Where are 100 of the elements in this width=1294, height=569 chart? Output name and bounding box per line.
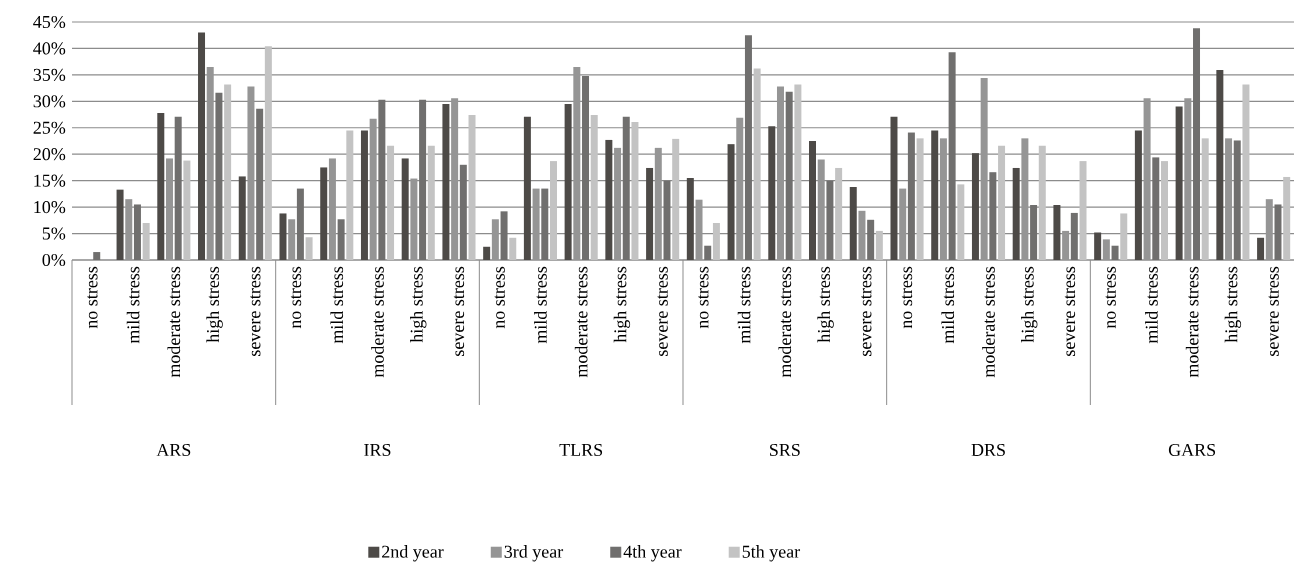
bar [971, 153, 979, 260]
bar [646, 167, 654, 260]
bar [264, 46, 272, 260]
x-tick-label: severe stress [1268, 266, 1279, 356]
x-tick-label: mild stress [737, 266, 751, 344]
bar [998, 145, 1006, 260]
bar [622, 116, 630, 260]
bar [198, 32, 206, 260]
bar [500, 211, 508, 260]
y-tick-label: 25% [33, 121, 66, 134]
bar [1152, 157, 1160, 260]
y-tick-label: 40% [33, 42, 66, 55]
y-tick-label: 20% [33, 148, 66, 161]
x-tick-label: high stress [1021, 266, 1038, 343]
bar [916, 138, 924, 260]
bar [672, 138, 680, 260]
bar [157, 112, 165, 260]
x-tick-label: no stress [698, 266, 709, 329]
bar [1070, 212, 1078, 260]
bar [1201, 138, 1209, 260]
bar [744, 35, 752, 260]
bar [1233, 140, 1241, 260]
bar [631, 121, 639, 260]
x-tick-label: no stress [1105, 266, 1116, 329]
bar [809, 140, 817, 260]
bar [867, 219, 875, 260]
bar [564, 103, 572, 260]
x-tick-label: mild stress [330, 266, 344, 344]
bar [238, 176, 246, 260]
bar [663, 180, 671, 260]
bar [686, 178, 694, 260]
x-tick-label: severe stress [657, 266, 668, 356]
bar [1030, 204, 1038, 260]
bar [582, 75, 590, 260]
legend-label: 2nd year [382, 545, 444, 562]
bar [401, 158, 409, 260]
bar [468, 115, 476, 260]
x-tick-label: moderate stress [371, 266, 384, 378]
text: TLRS [559, 443, 603, 457]
bar [753, 68, 761, 260]
bar [387, 145, 395, 260]
bar [849, 187, 857, 260]
x-tick-label: no stress [87, 266, 98, 329]
x-tick-label: moderate stress [167, 266, 181, 378]
bar [605, 139, 613, 260]
bar [590, 115, 598, 260]
x-tick-label: severe stress [1064, 266, 1076, 356]
bar [1038, 145, 1046, 260]
bar [1242, 84, 1250, 260]
text: IRS [364, 443, 391, 457]
x-tick-label: mild stress [1145, 266, 1158, 344]
x-tick-label: mild stress [941, 266, 955, 344]
bar [1274, 204, 1282, 260]
bar [931, 130, 939, 260]
x-tick-label: high stress [817, 266, 834, 343]
bar [1283, 176, 1291, 260]
bar [1257, 237, 1265, 260]
text: ARS [156, 443, 191, 457]
bar [907, 132, 915, 260]
bar [1111, 245, 1119, 260]
x-tick-label: high stress [1224, 266, 1242, 343]
bar [704, 245, 712, 260]
x-tick-label: mild stress [126, 266, 140, 344]
bar [174, 116, 182, 260]
bar [483, 246, 491, 260]
bar [142, 222, 150, 260]
bar [93, 252, 101, 260]
bar [541, 188, 549, 260]
bar [835, 167, 843, 260]
bar [360, 130, 368, 260]
bar [442, 103, 450, 260]
y-tick-label: 0% [42, 253, 66, 267]
bar [875, 230, 883, 260]
x-tick-label: high stress [613, 266, 631, 343]
legend-label: 5th year [742, 545, 801, 562]
bar [509, 237, 517, 260]
bar [305, 237, 313, 260]
bar [785, 91, 793, 260]
x-tick-label: severe stress [453, 266, 465, 356]
legend-label: 4th year [623, 545, 682, 562]
bar [215, 92, 223, 260]
bar [948, 52, 956, 260]
x-tick-label: moderate stress [982, 266, 995, 378]
x-tick-label: moderate stress [574, 266, 588, 378]
text: SRS [770, 443, 800, 457]
x-tick-label: no stress [494, 266, 505, 329]
bar [1079, 161, 1087, 260]
text: GARS [1168, 443, 1216, 457]
bar [1094, 232, 1102, 260]
bar [1160, 161, 1168, 260]
x-tick-label: moderate stress [778, 266, 792, 378]
bar [794, 84, 802, 260]
bar [1134, 130, 1142, 260]
bar [133, 204, 141, 260]
bar [337, 219, 345, 260]
x-tick-label: no stress [901, 266, 913, 329]
bar [419, 99, 427, 260]
x-tick-label: severe stress [250, 266, 261, 356]
bar [1012, 167, 1020, 260]
x-tick-label: moderate stress [1185, 266, 1199, 378]
